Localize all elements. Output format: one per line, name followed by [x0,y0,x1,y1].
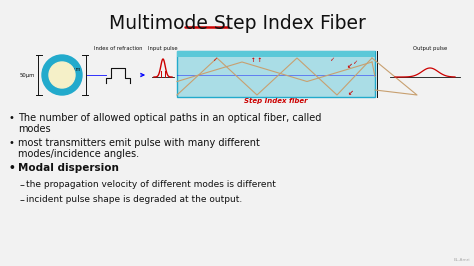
Text: Input pulse: Input pulse [148,46,178,51]
Text: The number of allowed optical paths in an optical fiber, called: The number of allowed optical paths in a… [18,113,321,123]
Text: •: • [8,113,14,123]
Text: ✓: ✓ [212,57,218,63]
Text: ↙: ↙ [347,90,353,96]
Text: Multimode Step Index Fiber: Multimode Step Index Fiber [109,14,365,33]
Bar [177,51,375,57]
Text: ↙: ↙ [346,63,352,69]
Text: –: – [20,195,25,205]
Text: Output pulse: Output pulse [413,46,447,51]
Text: •: • [8,138,14,148]
Text: Modal dispersion: Modal dispersion [18,163,119,173]
Text: EL-Amri: EL-Amri [453,258,470,262]
Text: –: – [20,180,25,190]
Text: ↑ ↑: ↑ ↑ [251,57,263,63]
Text: modes: modes [18,124,51,134]
Text: 50μm: 50μm [19,73,35,77]
Text: •: • [8,163,15,173]
Text: Index of refraction: Index of refraction [94,46,142,51]
Text: ✓: ✓ [352,60,357,65]
Text: the propagation velocity of different modes is different: the propagation velocity of different mo… [26,180,276,189]
Text: modes/incidence angles.: modes/incidence angles. [18,149,139,159]
Bar [177,51,375,97]
Text: most transmitters emit pulse with many different: most transmitters emit pulse with many d… [18,138,260,148]
Text: incident pulse shape is degraded at the output.: incident pulse shape is degraded at the … [26,195,242,204]
Text: Step Index fiber: Step Index fiber [244,98,308,104]
Text: 100μm: 100μm [63,67,81,72]
Circle shape [42,55,82,95]
Circle shape [49,62,75,88]
Text: ✓: ✓ [329,57,335,63]
